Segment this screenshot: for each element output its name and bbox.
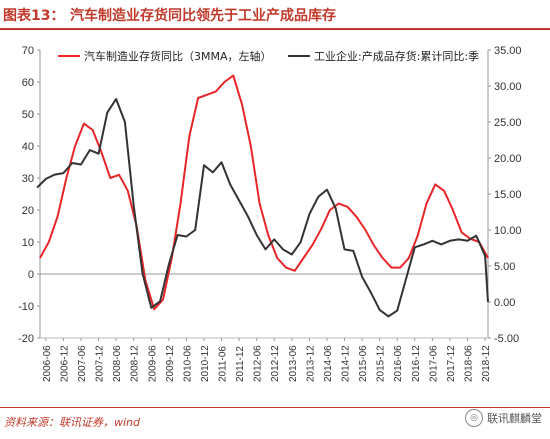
right-axis-tick-label: 15.00 xyxy=(494,189,522,201)
x-axis-tick-label: 2016-12 xyxy=(411,345,422,382)
right-axis-tick-label: -5.00 xyxy=(494,333,519,345)
x-axis-tick-label: 2017-12 xyxy=(446,345,457,382)
x-axis-tick-label: 2015-12 xyxy=(376,345,387,382)
x-axis-tick-label: 2009-12 xyxy=(165,345,176,382)
x-axis-tick-label: 2014-12 xyxy=(341,345,352,382)
x-axis-tick-label: 2007-06 xyxy=(77,345,88,382)
footer-rule xyxy=(0,407,550,408)
x-axis-tick-label: 2018-06 xyxy=(464,345,475,382)
right-axis-tick-label: 20.00 xyxy=(494,153,522,165)
x-axis-tick-label: 2010-06 xyxy=(182,345,193,382)
source-note: 资料来源：联讯证券，wind xyxy=(4,416,141,429)
x-axis-tick-label: 2014-06 xyxy=(323,345,334,382)
x-axis-tick-label: 2009-06 xyxy=(147,345,158,382)
x-axis-tick-label: 2010-12 xyxy=(200,345,211,382)
x-axis-tick-label: 2006-12 xyxy=(59,345,70,382)
left-axis-tick-label: 50 xyxy=(22,109,34,121)
right-axis-tick-label: 10.00 xyxy=(494,225,522,237)
legend-item-industrial-inventory-label: 工业企业:产成品存货:累计同比:季 xyxy=(314,49,479,63)
left-axis-tick-label: 70 xyxy=(22,45,34,57)
series-line-auto-inventory xyxy=(39,74,489,311)
x-axis-tick-label: 2016-06 xyxy=(393,345,404,382)
x-axis-tick-label: 2017-06 xyxy=(428,345,439,382)
x-axis-tick-label: 2018-12 xyxy=(481,345,492,382)
right-axis-tick-label: 25.00 xyxy=(494,117,522,129)
x-axis-tick-label: 2006-06 xyxy=(42,345,53,382)
right-axis-tick-label: 0.00 xyxy=(494,297,515,309)
x-axis-tick-label: 2013-06 xyxy=(288,345,299,382)
x-axis-tick-label: 2015-06 xyxy=(358,345,369,382)
left-axis-tick-label: -20 xyxy=(18,333,34,345)
left-axis-tick-label: 0 xyxy=(28,269,34,281)
legend-item-auto-inventory-label: 汽车制造业存货同比（3MMA，左轴） xyxy=(84,49,272,63)
series-line-industrial-inventory xyxy=(36,98,489,318)
left-axis-tick-label: 60 xyxy=(22,77,34,89)
left-axis-tick-label: -10 xyxy=(18,301,34,313)
left-axis-tick-label: 10 xyxy=(22,237,34,249)
left-axis-tick-label: 30 xyxy=(22,173,34,185)
right-axis-tick-label: 35.00 xyxy=(494,45,522,57)
title-rule xyxy=(0,28,550,30)
wechat-icon: ◎ xyxy=(465,409,483,427)
x-axis-tick-label: 2012-06 xyxy=(253,345,264,382)
figure-title: 汽车制造业存货同比领先于工业产成品库存 xyxy=(70,8,336,24)
title-bar: 图表13： 汽车制造业存货同比领先于工业产成品库存 xyxy=(0,0,550,30)
left-axis-tick-label: 40 xyxy=(22,141,34,153)
dual-axis-line-chart: -20 -10 0 10 20 30 40 50 60 70 -5.00 0.00 5.00 10.00 1… xyxy=(18,45,522,382)
watermark: ◎ 联讯麒麟堂 xyxy=(465,409,542,427)
x-axis-tick-label: 2008-12 xyxy=(130,345,141,382)
watermark-text: 联讯麒麟堂 xyxy=(487,412,542,425)
x-axis-tick-label: 2008-06 xyxy=(112,345,123,382)
x-axis-tick-label: 2012-12 xyxy=(270,345,281,382)
x-axis-tick-label: 2007-12 xyxy=(95,345,106,382)
left-axis-tick-label: 20 xyxy=(22,205,34,217)
right-axis-tick-label: 5.00 xyxy=(494,261,515,273)
x-axis-tick-label: 2011-06 xyxy=(218,346,229,382)
x-axis-tick-label: 2011-12 xyxy=(235,346,246,382)
x-axis-tick-label: 2013-12 xyxy=(305,345,316,382)
right-axis-tick-label: 30.00 xyxy=(494,81,522,93)
figure-label: 图表13： xyxy=(3,8,65,24)
